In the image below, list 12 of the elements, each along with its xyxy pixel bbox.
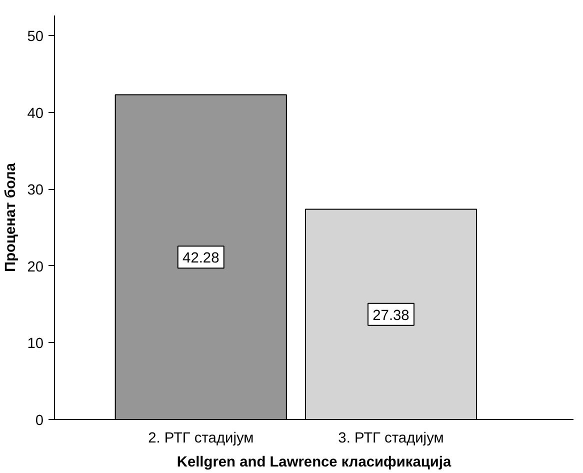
y-axis-title: Проценат бола bbox=[3, 162, 20, 272]
x-axis-title: Kellgren and Lawrence класификација bbox=[176, 454, 452, 470]
data-label: 42.28 bbox=[182, 250, 220, 267]
y-tick-label: 40 bbox=[27, 106, 44, 122]
y-tick-label: 30 bbox=[27, 182, 44, 199]
x-tick-label: 2. РТГ стадијум bbox=[148, 430, 254, 446]
y-tick-label: 20 bbox=[27, 259, 44, 276]
x-tick-label: 3. РТГ стадијум bbox=[338, 430, 444, 446]
y-tick-label: 50 bbox=[27, 28, 44, 45]
y-tick-label: 0 bbox=[35, 413, 44, 429]
data-label: 27.38 bbox=[372, 308, 410, 324]
y-tick-label: 10 bbox=[27, 336, 44, 352]
